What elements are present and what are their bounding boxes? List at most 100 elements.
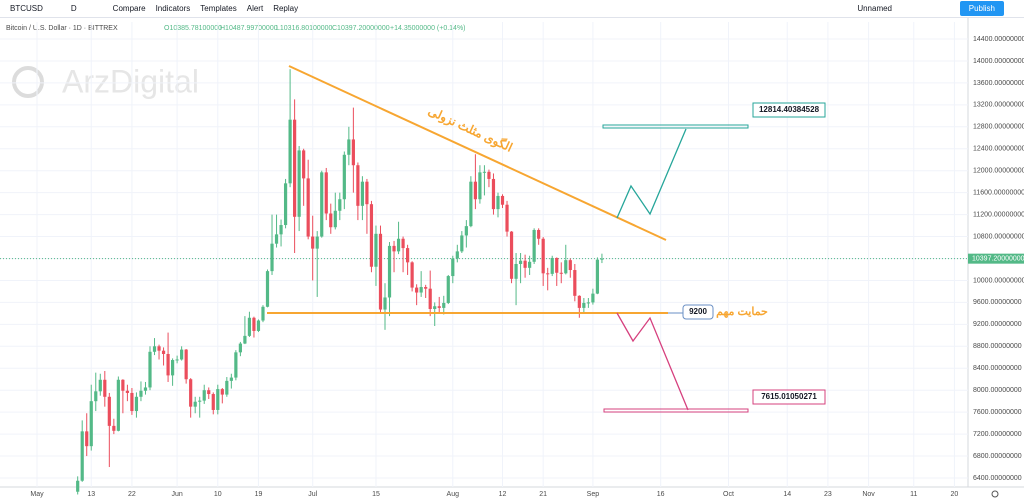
candle-body — [528, 261, 532, 268]
y-tick-label: 13200.00000000 — [973, 102, 1024, 109]
settings-icon[interactable] — [991, 490, 999, 498]
layout-name[interactable]: Unnamed — [857, 4, 892, 13]
interval[interactable]: D — [70, 4, 77, 13]
candle-body — [460, 235, 464, 252]
candle-body — [80, 431, 84, 481]
x-tick-label: Nov — [862, 491, 875, 498]
candle-body — [374, 233, 378, 267]
indicators[interactable]: Indicators — [155, 4, 191, 13]
candle-body — [243, 335, 247, 344]
candle-body — [482, 171, 487, 173]
candle-body — [464, 226, 468, 236]
x-tick-label: 14 — [783, 491, 791, 498]
publish-button[interactable]: Publish — [959, 1, 1004, 16]
candle-body — [523, 260, 527, 268]
support-label: حمایت مهم — [716, 306, 768, 318]
candle-body — [148, 351, 152, 388]
candle-body — [161, 350, 166, 354]
x-tick-label: 10 — [214, 491, 222, 498]
candle-body — [324, 172, 328, 214]
templates[interactable]: Templates — [200, 4, 237, 13]
y-tick-label: 8000.00000000 — [973, 387, 1022, 394]
legend-change: +14.35000000 (+0.14%) — [390, 25, 466, 32]
path-down — [616, 312, 689, 411]
legend-high: H10487.99700000 — [220, 25, 278, 32]
candle-body — [505, 204, 509, 232]
y-tick-label: 7200.00000000 — [973, 431, 1022, 438]
x-tick-label: Jul — [308, 491, 317, 498]
candle-body — [586, 302, 590, 304]
candle-body — [229, 377, 233, 381]
candle-body — [157, 346, 161, 351]
candle-body — [514, 263, 518, 279]
toolbar: BTCUSD D Compare Indicators Templates Al… — [0, 0, 1024, 18]
candle-body — [577, 295, 581, 308]
candle-body — [180, 349, 184, 360]
y-tick-label: 11200.00000000 — [973, 211, 1024, 218]
candle-body — [600, 258, 604, 260]
x-tick-label: 15 — [372, 491, 380, 498]
candle-body — [550, 257, 554, 274]
candle-body — [256, 320, 261, 331]
x-tick-label: 16 — [657, 491, 665, 498]
trend-line — [288, 65, 667, 241]
candle-body — [130, 392, 134, 412]
candle-body — [293, 119, 297, 217]
candle-body — [496, 195, 500, 210]
candle-body — [546, 273, 550, 275]
candle-body — [437, 306, 441, 308]
candle-body — [121, 379, 125, 391]
candle-body — [247, 317, 252, 336]
candle-body — [274, 234, 279, 244]
candle-body — [89, 401, 93, 447]
candle-body — [532, 229, 536, 262]
candle-body — [347, 139, 351, 155]
candle-body — [98, 379, 102, 392]
y-tick-label: 14400.00000000 — [973, 36, 1024, 43]
candle-body — [387, 245, 392, 298]
y-tick-label: 6400.00000000 — [973, 475, 1022, 482]
alert[interactable]: Alert — [246, 4, 264, 13]
candle-body — [116, 379, 120, 431]
candle-body — [428, 288, 432, 309]
x-tick-label: 11 — [910, 491, 917, 498]
candle-body — [356, 165, 360, 206]
x-tick-label: 23 — [824, 491, 832, 498]
x-tick-label: 20 — [951, 491, 959, 498]
candle-body — [541, 238, 545, 274]
last-price-tag — [968, 253, 1024, 264]
candle-body — [261, 306, 265, 321]
y-tick-label: 8800.00000000 — [973, 343, 1022, 350]
candle-body — [238, 343, 242, 353]
y-tick-label: 11600.00000000 — [973, 190, 1024, 197]
candle-body — [383, 297, 387, 310]
candle-body — [315, 236, 319, 249]
legend-name: Bitcoin / U.S. Dollar · 1D · BITTREX — [6, 25, 118, 32]
candle-body — [152, 346, 157, 352]
candle-body — [311, 236, 315, 249]
candle-body — [302, 150, 306, 179]
candle-body — [252, 317, 256, 331]
candle-body — [134, 396, 139, 412]
y-tick-label: 10000.00000000 — [973, 277, 1024, 284]
y-tick-label: 10800.00000000 — [973, 233, 1024, 240]
candle-body — [297, 150, 301, 217]
candle-body — [473, 181, 477, 200]
candle-body — [333, 210, 337, 228]
candle-body — [491, 178, 496, 210]
replay[interactable]: Replay — [273, 4, 299, 13]
candle-body — [265, 271, 270, 307]
y-tick-label: 7600.00000000 — [973, 409, 1022, 416]
candle-body — [342, 154, 346, 200]
symbol[interactable]: BTCUSD — [10, 4, 43, 13]
compare[interactable]: Compare — [112, 4, 146, 13]
candle-body — [446, 276, 450, 303]
candle-body — [76, 480, 80, 492]
candle-body — [559, 272, 563, 274]
y-tick-label: 14000.00000000 — [973, 58, 1024, 65]
candle-body — [94, 391, 98, 402]
label-box — [752, 102, 826, 118]
x-tick-label: 13 — [87, 491, 95, 498]
